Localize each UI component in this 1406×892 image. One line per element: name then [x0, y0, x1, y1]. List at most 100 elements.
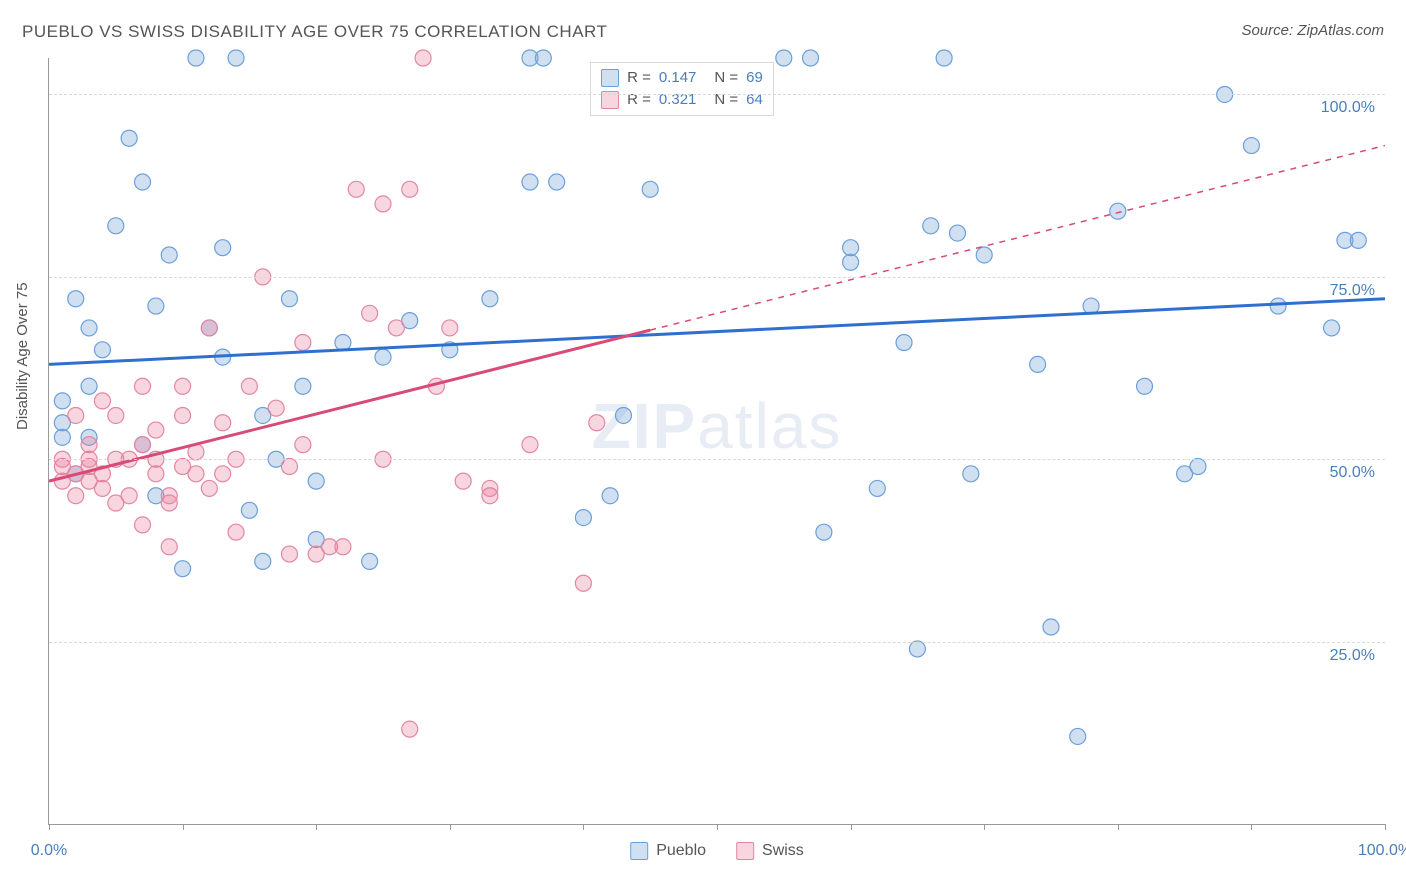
- plot-area: ZIPatlas R = 0.147N = 69R = 0.321N = 64 …: [48, 58, 1385, 825]
- scatter-point: [843, 240, 859, 256]
- scatter-point: [201, 320, 217, 336]
- scatter-point: [81, 437, 97, 453]
- scatter-point: [121, 488, 137, 504]
- scatter-point: [295, 378, 311, 394]
- scatter-point: [575, 510, 591, 526]
- scatter-point: [575, 575, 591, 591]
- scatter-point: [549, 174, 565, 190]
- scatter-point: [54, 393, 70, 409]
- scatter-point: [175, 378, 191, 394]
- scatter-point: [281, 459, 297, 475]
- scatter-point: [241, 378, 257, 394]
- gridline-h: [49, 642, 1385, 643]
- scatter-point: [816, 524, 832, 540]
- legend-series-item: Pueblo: [630, 842, 706, 860]
- scatter-point: [255, 553, 271, 569]
- scatter-point: [522, 437, 538, 453]
- scatter-point: [1270, 298, 1286, 314]
- scatter-point: [201, 480, 217, 496]
- scatter-point: [896, 335, 912, 351]
- legend-swatch: [736, 842, 754, 860]
- scatter-point: [121, 130, 137, 146]
- scatter-point: [148, 466, 164, 482]
- x-tick-mark: [1118, 824, 1119, 830]
- chart-container: PUEBLO VS SWISS DISABILITY AGE OVER 75 C…: [0, 0, 1406, 892]
- scatter-point: [535, 50, 551, 66]
- scatter-point: [803, 50, 819, 66]
- scatter-point: [1030, 356, 1046, 372]
- scatter-point: [215, 240, 231, 256]
- scatter-point: [976, 247, 992, 263]
- scatter-point: [455, 473, 471, 489]
- scatter-point: [161, 539, 177, 555]
- scatter-point: [335, 539, 351, 555]
- scatter-point: [1243, 138, 1259, 154]
- scatter-point: [963, 466, 979, 482]
- legend-n-label: N =: [714, 67, 738, 89]
- chart-title: PUEBLO VS SWISS DISABILITY AGE OVER 75 C…: [22, 22, 607, 42]
- scatter-point: [175, 561, 191, 577]
- scatter-point: [1190, 459, 1206, 475]
- scatter-point: [415, 50, 431, 66]
- scatter-point: [135, 378, 151, 394]
- scatter-point: [54, 429, 70, 445]
- scatter-point: [228, 50, 244, 66]
- y-tick-label: 75.0%: [1330, 282, 1375, 300]
- scatter-point: [94, 480, 110, 496]
- scatter-point: [843, 254, 859, 270]
- scatter-point: [388, 320, 404, 336]
- legend-r-value: 0.321: [659, 89, 697, 111]
- x-tick-mark: [450, 824, 451, 830]
- scatter-point: [148, 298, 164, 314]
- legend-r-label: R =: [627, 67, 651, 89]
- scatter-point: [362, 305, 378, 321]
- scatter-point: [94, 342, 110, 358]
- x-tick-mark: [316, 824, 317, 830]
- legend-stats: R = 0.147N = 69R = 0.321N = 64: [590, 62, 774, 116]
- legend-n-value: 69: [746, 67, 763, 89]
- legend-series-label: Pueblo: [656, 842, 706, 860]
- source-attribution: Source: ZipAtlas.com: [1241, 22, 1384, 39]
- scatter-point: [949, 225, 965, 241]
- scatter-point: [776, 50, 792, 66]
- x-tick-mark: [984, 824, 985, 830]
- scatter-point: [295, 335, 311, 351]
- scatter-point: [108, 407, 124, 423]
- x-tick-mark: [49, 824, 50, 830]
- scatter-point: [362, 553, 378, 569]
- x-tick-label: 0.0%: [31, 842, 67, 860]
- scatter-point: [869, 480, 885, 496]
- scatter-point: [94, 393, 110, 409]
- scatter-point: [281, 291, 297, 307]
- x-tick-mark: [717, 824, 718, 830]
- scatter-point: [615, 407, 631, 423]
- scatter-point: [68, 291, 84, 307]
- scatter-point: [402, 721, 418, 737]
- legend-swatch: [630, 842, 648, 860]
- scatter-point: [642, 181, 658, 197]
- scatter-point: [482, 480, 498, 496]
- scatter-point: [215, 466, 231, 482]
- legend-series: PuebloSwiss: [630, 842, 804, 860]
- scatter-point: [589, 415, 605, 431]
- scatter-point: [188, 466, 204, 482]
- scatter-point: [68, 407, 84, 423]
- x-tick-mark: [583, 824, 584, 830]
- x-tick-mark: [1385, 824, 1386, 830]
- scatter-point: [308, 473, 324, 489]
- scatter-point: [188, 50, 204, 66]
- legend-n-label: N =: [714, 89, 738, 111]
- y-tick-label: 100.0%: [1321, 99, 1375, 117]
- scatter-point: [936, 50, 952, 66]
- scatter-point: [375, 196, 391, 212]
- scatter-point: [241, 502, 257, 518]
- scatter-point: [161, 247, 177, 263]
- scatter-point: [215, 415, 231, 431]
- scatter-point: [923, 218, 939, 234]
- scatter-point: [482, 291, 498, 307]
- scatter-point: [1043, 619, 1059, 635]
- x-tick-label: 100.0%: [1358, 842, 1406, 860]
- legend-stat-row: R = 0.321N = 64: [601, 89, 763, 111]
- scatter-point: [268, 400, 284, 416]
- scatter-point: [175, 407, 191, 423]
